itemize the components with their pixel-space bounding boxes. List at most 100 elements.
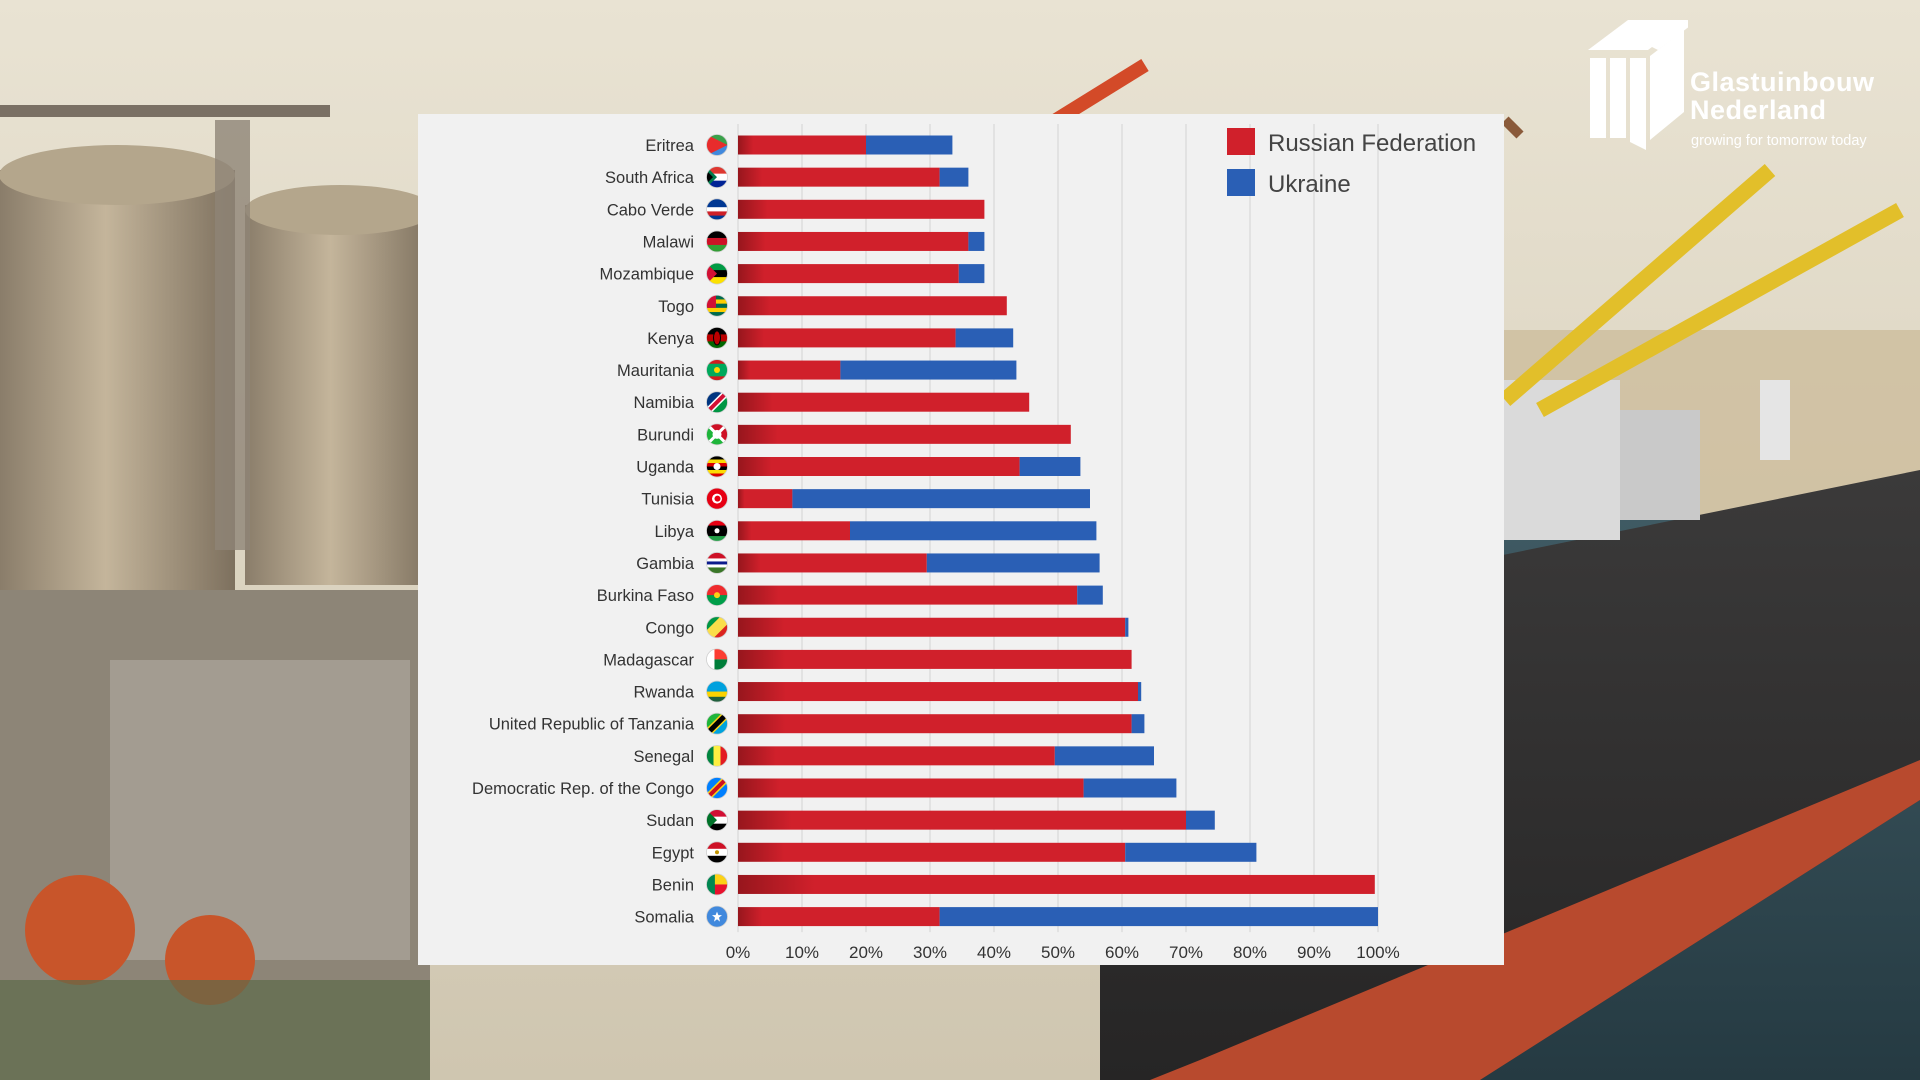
legend-swatch-russian-federation [1227,128,1255,155]
bar-russian-federation [738,843,1125,862]
category-label: Mozambique [600,266,694,284]
category-label: Rwanda [633,684,694,702]
x-tick-label: 30% [913,943,947,962]
category-label: Gambia [636,555,695,573]
bar-ukraine [1186,811,1215,830]
bar-russian-federation [738,200,984,219]
bar-russian-federation [738,232,968,251]
bar-russian-federation [738,425,1071,444]
legend-swatch-ukraine [1227,169,1255,196]
bar-ukraine [1055,746,1154,765]
bar-ukraine [1125,618,1128,637]
bar-russian-federation [738,264,959,283]
x-tick-label: 20% [849,943,883,962]
bar-russian-federation [738,168,940,187]
category-label: Somalia [634,909,694,927]
bar-ukraine [968,232,984,251]
bar-russian-federation [738,811,1186,830]
category-label: Senegal [633,748,694,766]
category-label: Malawi [643,233,694,251]
bar-ukraine [940,168,969,187]
madagascar-flag-icon [707,649,728,670]
namibia-flag-icon [707,392,728,413]
bar-russian-federation [738,361,840,380]
stacked-bar-chart: Eritrea South Africa Cabo Verde Malawi Mozam… [418,114,1504,965]
bar-russian-federation [738,393,1029,412]
category-label: Mauritania [617,362,695,380]
x-tick-label: 80% [1233,943,1267,962]
bar-russian-federation [738,875,1375,894]
category-label: Burkina Faso [597,587,694,605]
chart-legend: Russian Federation Ukraine [1227,128,1476,198]
bar-russian-federation [738,296,1007,315]
bar-ukraine [959,264,985,283]
greenhouse-logo-icon [1588,20,1688,160]
bar-russian-federation [738,457,1020,476]
bar-ukraine [792,489,1090,508]
x-tick-label: 60% [1105,943,1139,962]
bar-russian-federation [738,136,866,155]
bar-russian-federation [738,907,940,926]
category-label: Kenya [647,330,695,348]
bar-ukraine [927,553,1100,572]
gambia-flag-icon [707,552,728,574]
category-label: Burundi [637,426,694,444]
eritrea-flag-icon [707,135,728,157]
x-tick-label: 50% [1041,943,1075,962]
category-label: Togo [658,298,694,316]
mauritania-flag-icon [707,360,728,382]
category-label: Namibia [633,394,694,412]
category-label: United Republic of Tanzania [489,716,695,734]
x-tick-label: 0% [726,943,751,962]
bar-russian-federation [738,746,1055,765]
category-label: Uganda [636,459,695,477]
category-label: South Africa [605,169,695,187]
bar-russian-federation [738,586,1077,605]
x-tick-label: 90% [1297,943,1331,962]
burkina-faso-flag-icon [707,585,728,607]
x-tick-label: 100% [1356,943,1399,962]
bar-ukraine [1132,714,1145,733]
category-label: Madagascar [603,651,694,669]
x-axis-tick-labels: 0% 10% 20% 30% 40% 50% 60% 70% 80% 90% 100% [726,943,1400,962]
category-label: Democratic Rep. of the Congo [472,780,694,798]
category-label: Egypt [652,844,695,862]
bar-russian-federation [738,489,792,508]
bar-ukraine [1125,843,1256,862]
bar-russian-federation [738,714,1132,733]
bar-ukraine [1138,682,1141,701]
category-label: Congo [645,619,694,637]
bar-ukraine [840,361,1016,380]
congo-flag-icon [707,617,728,638]
category-label: Eritrea [645,137,694,155]
uganda-flag-icon [707,456,728,478]
chart-panel: Eritrea South Africa Cabo Verde Malawi Mozam… [418,114,1504,965]
category-label: Cabo Verde [607,201,694,219]
brand-name-line2: Nederland [1690,96,1827,124]
legend-label-ukraine: Ukraine [1268,171,1351,198]
bar-ukraine [866,136,952,155]
bar-russian-federation [738,650,1132,669]
mozambique-flag-icon [707,263,728,285]
category-label: Benin [652,876,694,894]
togo-flag-icon [707,295,728,317]
category-label: Libya [655,523,695,541]
rwanda-flag-icon [707,681,728,703]
bar-ukraine [1077,586,1103,605]
x-tick-label: 10% [785,943,819,962]
bar-ukraine [1020,457,1081,476]
benin-flag-icon [707,874,728,895]
malawi-flag-icon [707,231,728,253]
burundi-flag-icon [707,424,728,445]
x-tick-label: 40% [977,943,1011,962]
bar-ukraine [1084,779,1177,798]
category-label: Sudan [646,812,694,830]
somalia-flag-icon [707,906,728,927]
egypt-flag-icon [707,842,728,864]
sudan-flag-icon [707,810,728,832]
cabo-verde-flag-icon [707,199,728,220]
south-africa-flag-icon [707,167,728,189]
libya-flag-icon [707,520,728,542]
senegal-flag-icon [707,745,729,766]
brand-name-line1: Glastuinbouw [1690,68,1875,96]
